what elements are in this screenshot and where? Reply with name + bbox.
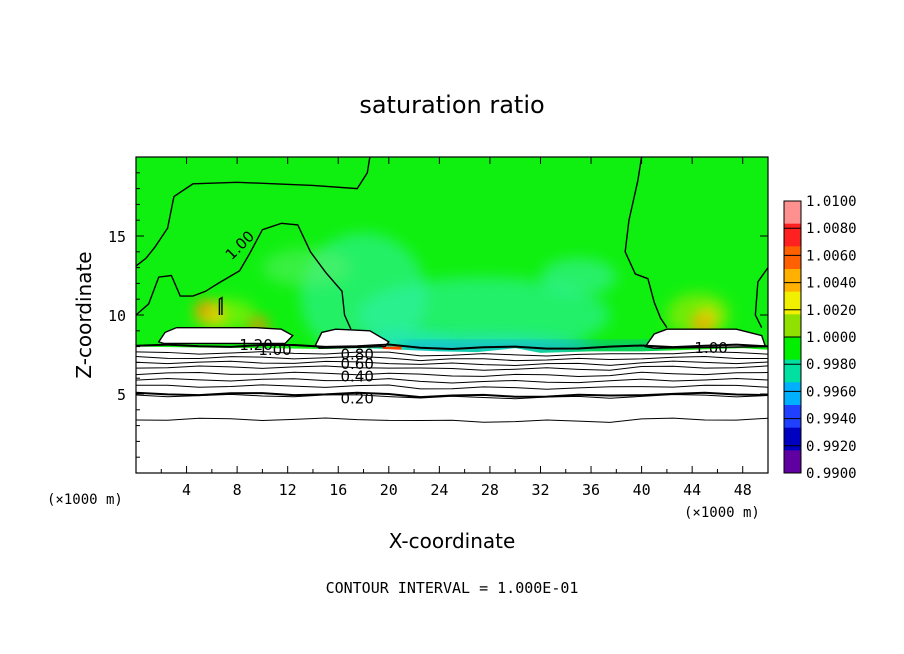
colorbar-label: 1.0000	[806, 330, 857, 346]
colorbar-label: 0.9980	[806, 357, 857, 373]
contour-label: 1.00	[258, 341, 291, 359]
contour-horizontal	[136, 351, 768, 357]
contour-label: 0.80	[340, 346, 373, 364]
contour-1-00-right	[624, 157, 668, 329]
x-unit-left: (×1000 m)	[47, 492, 123, 508]
colorbar-swatch	[784, 291, 801, 315]
contour-label: 1.00	[694, 339, 727, 357]
contour-horizontal	[136, 371, 768, 378]
cloud-region	[158, 327, 293, 344]
colorbar-label: 0.9940	[806, 412, 857, 428]
colorbar-swatch	[784, 269, 801, 293]
contour-horizontal	[136, 391, 768, 399]
contour-horizontal	[136, 343, 768, 350]
y-tick-label: 5	[117, 386, 126, 404]
contour-small-cell	[218, 296, 223, 315]
colorbar-swatch	[784, 201, 801, 225]
colorbar-swatch	[784, 382, 801, 406]
contour-horizontal	[136, 384, 768, 390]
cloud-contour	[314, 328, 390, 349]
y-tick-label: 10	[108, 307, 126, 325]
contour-1-00-left	[136, 222, 352, 330]
contour-label: 1.20	[239, 336, 272, 354]
x-tick-label: 32	[531, 481, 549, 499]
contour-horizontal	[136, 365, 768, 371]
field-maximum	[205, 306, 226, 324]
contour-1-00-upper	[136, 157, 371, 267]
y-axis-label: Z-coordinate	[72, 251, 96, 378]
x-tick-label: 44	[683, 481, 701, 499]
colorbar-swatch	[784, 337, 801, 361]
contour-horizontal	[136, 393, 768, 400]
cloud-region	[645, 329, 766, 349]
contour-label: 0.40	[340, 368, 373, 386]
contour-1-00-edge	[754, 267, 768, 328]
colorbar-label: 0.9900	[806, 466, 857, 482]
contour-horizontal	[136, 417, 768, 423]
contour-horizontal	[136, 378, 768, 384]
colorbar-swatch	[784, 427, 801, 451]
colorbar-label: 1.0100	[806, 194, 857, 210]
colorbar-swatch	[784, 450, 801, 474]
x-tick-label: 16	[329, 481, 347, 499]
x-tick-label: 28	[481, 481, 499, 499]
field-blob	[262, 248, 351, 287]
x-tick-label: 4	[182, 481, 191, 499]
contour-lines	[136, 157, 768, 423]
colorbar-swatch	[784, 405, 801, 429]
x-tick-label: 24	[430, 481, 448, 499]
footer-note: CONTOUR INTERVAL = 1.000E-01	[326, 579, 579, 597]
field-maximum-edge	[382, 346, 402, 351]
plot-area: 1.001.201.00 0.800.600.400.201.004 8 12 16 20…	[108, 156, 769, 499]
field-blob	[540, 258, 617, 297]
x-tick-label: 8	[233, 481, 242, 499]
colorbar-label: 1.0020	[806, 303, 857, 319]
x-tick-label: 20	[380, 481, 398, 499]
contour-horizontal	[136, 360, 768, 366]
x-tick-label: 48	[734, 481, 752, 499]
x-tick-label: 12	[279, 481, 297, 499]
colorbar: 1.0100 1.0080 1.0060 1.0040 1.0020 1.0000 0.99…	[783, 194, 857, 482]
colorbar-swatch	[784, 223, 801, 247]
colorbar-label: 1.0080	[806, 221, 857, 237]
x-unit-right: (×1000 m)	[684, 505, 760, 521]
y-tick-label: 15	[108, 228, 126, 246]
cloud-contour	[157, 326, 294, 345]
x-tick-label: 40	[633, 481, 651, 499]
x-axis-label: X-coordinate	[389, 529, 516, 553]
lower-white-region	[136, 346, 768, 473]
chart-title: saturation ratio	[359, 91, 544, 119]
contour-horizontal	[136, 355, 768, 362]
colorbar-swatch	[784, 359, 801, 383]
contour-label: 0.60	[340, 355, 373, 373]
x-tick-label: 36	[582, 481, 600, 499]
colorbar-swatch	[784, 246, 801, 270]
colorbar-label: 1.0060	[806, 248, 857, 264]
contour-label: 0.20	[340, 390, 373, 408]
colorbar-label: 0.9960	[806, 384, 857, 400]
saturation-field: 1.001.201.00 0.800.600.400.201.00	[136, 157, 768, 473]
colorbar-swatch	[784, 314, 801, 338]
colorbar-label: 1.0040	[806, 276, 857, 292]
colorbar-label: 0.9920	[806, 439, 857, 455]
cloud-region	[315, 329, 389, 349]
